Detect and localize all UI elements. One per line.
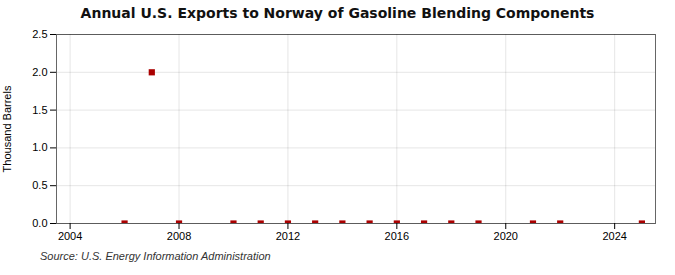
svg-text:0.5: 0.5 (32, 179, 47, 191)
html-text:Source: U.S. Energy Informatio: Source: U.S. Energy Information Administ… (40, 250, 271, 262)
svg-text:Thousand Barrels: Thousand Barrels (1, 85, 13, 172)
svg-text:1.0: 1.0 (32, 141, 47, 153)
svg-text:2024: 2024 (602, 230, 626, 242)
svg-text:2012: 2012 (276, 230, 300, 242)
svg-text:2004: 2004 (58, 230, 82, 242)
svg-text:2016: 2016 (385, 230, 409, 242)
svg-text:2008: 2008 (167, 230, 191, 242)
svg-text:0.0: 0.0 (32, 217, 47, 229)
svg-text:2020: 2020 (494, 230, 518, 242)
svg-text:2.5: 2.5 (32, 28, 47, 40)
svg-text:2.0: 2.0 (32, 66, 47, 78)
svg-text:1.5: 1.5 (32, 104, 47, 116)
html-text:Annual U.S. Exports to Norway: Annual U.S. Exports to Norway of Gasolin… (80, 5, 595, 21)
